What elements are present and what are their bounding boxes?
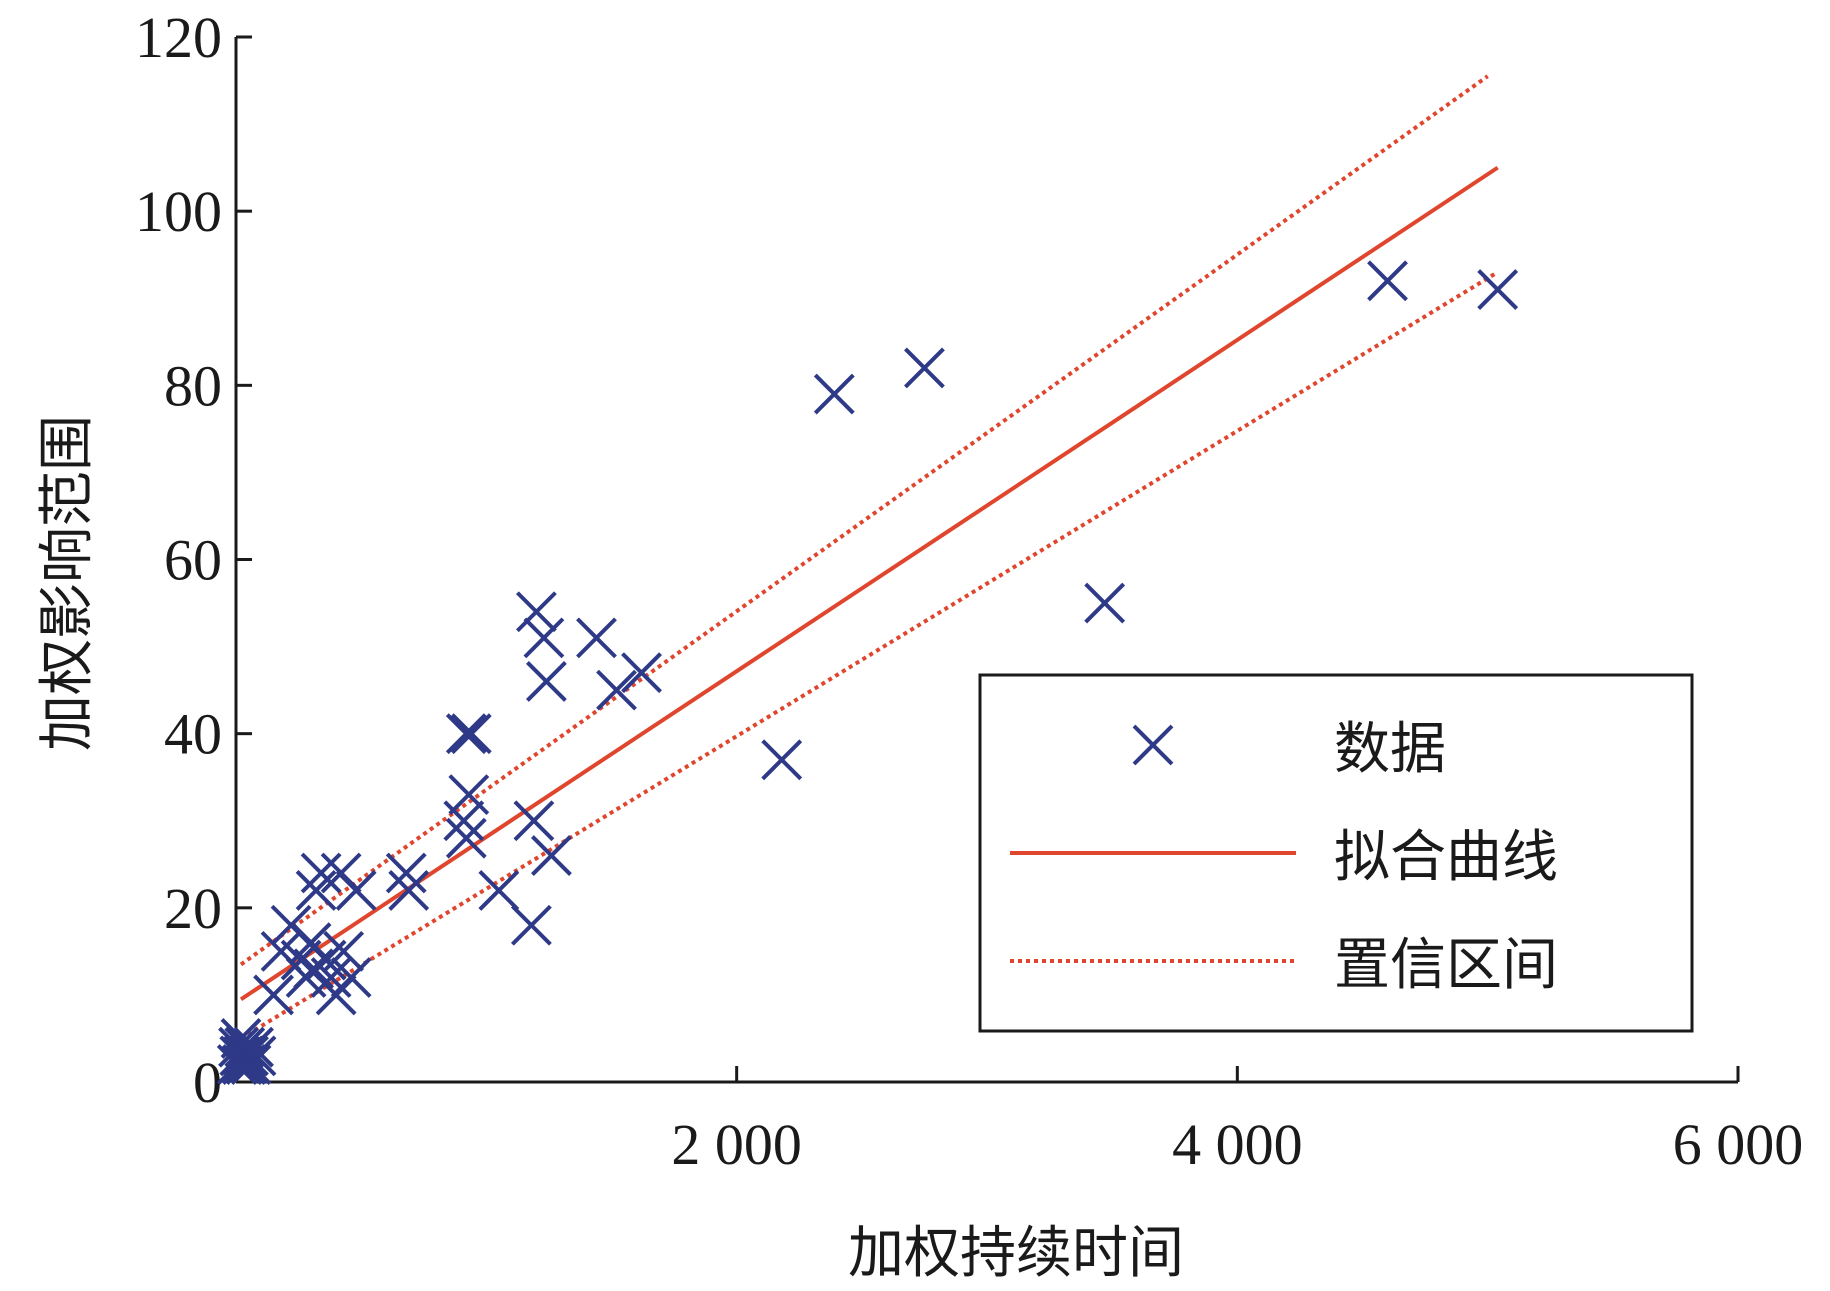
data-point	[253, 974, 294, 1016]
y-axis-title: 加权影响范围	[35, 415, 100, 751]
data-point	[904, 347, 945, 389]
data-point	[448, 774, 490, 816]
data-point	[443, 800, 485, 842]
fit-curve-line	[239, 165, 1499, 1001]
data-point	[478, 870, 520, 911]
legend-label-data: 数据	[1334, 717, 1446, 782]
x-tick-label: 2 000	[671, 1112, 802, 1177]
data-point	[228, 1035, 269, 1077]
data-point	[513, 800, 555, 842]
data-point	[531, 835, 572, 876]
data-point	[1084, 582, 1126, 624]
x-tick-label: 4 000	[1172, 1112, 1303, 1177]
data-point	[445, 713, 487, 755]
fit-lines	[239, 74, 1499, 1041]
legend-label-ci: 置信区间	[1334, 933, 1558, 998]
x-tick-label: 6 000	[1673, 1112, 1804, 1177]
data-point	[235, 1035, 277, 1077]
data-point	[388, 870, 430, 911]
data-point	[1367, 260, 1408, 302]
data-point	[761, 739, 803, 781]
data-point	[445, 817, 487, 859]
confidence-upper-line	[239, 74, 1489, 967]
data-point	[330, 957, 372, 998]
data-point	[621, 652, 662, 694]
tick-marks	[236, 35, 1740, 1084]
legend-marker-data	[1132, 724, 1174, 766]
data-point	[523, 617, 565, 659]
data-point	[525, 661, 567, 702]
tick-labels: 0 20 40 60 80 100 120 2 000 4 000 6 000	[135, 5, 1803, 1177]
data-point	[323, 930, 365, 972]
data-point	[515, 591, 557, 633]
y-tick-label: 80	[164, 353, 222, 418]
data-point	[1477, 269, 1519, 310]
data-point	[596, 669, 637, 711]
data-point	[230, 1044, 272, 1085]
legend: 数据 拟合曲线 置信区间	[978, 673, 1694, 1033]
data-markers	[216, 260, 1519, 1085]
data-point	[385, 852, 427, 894]
data-point	[233, 1026, 274, 1068]
data-point	[510, 904, 552, 946]
data-point	[295, 870, 337, 911]
legend-label-fit: 拟合曲线	[1334, 825, 1558, 890]
y-tick-label: 60	[164, 528, 222, 593]
data-point	[813, 373, 855, 415]
data-point	[300, 852, 342, 894]
y-tick-label: 0	[193, 1050, 222, 1115]
y-tick-label: 100	[135, 179, 222, 244]
confidence-lower-line	[239, 270, 1499, 1041]
y-tick-label: 120	[135, 5, 222, 70]
data-point	[450, 713, 492, 755]
x-axis-title: 加权持续时间	[848, 1221, 1184, 1286]
data-point	[335, 870, 377, 911]
y-tick-label: 40	[164, 702, 222, 767]
y-tick-label: 20	[164, 876, 222, 941]
data-point	[310, 957, 352, 998]
data-point	[576, 617, 617, 659]
legend-marker-x	[1132, 724, 1174, 766]
